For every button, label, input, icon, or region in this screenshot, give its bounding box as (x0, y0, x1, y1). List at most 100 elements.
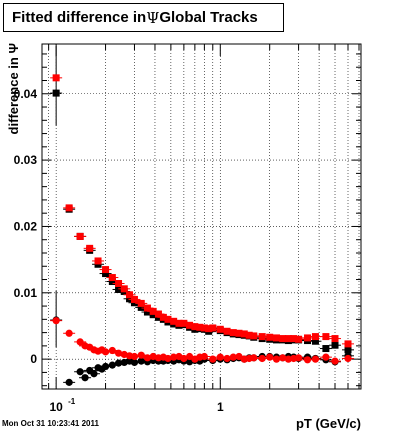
data-point-square (137, 299, 145, 307)
data-point-circle (101, 348, 110, 356)
data-point-circle (311, 355, 320, 363)
y-tick-label: 0.01 (14, 286, 38, 300)
title-prefix: Fitted difference in (12, 9, 147, 26)
data-point-square (344, 346, 352, 354)
data-point-square (143, 304, 151, 312)
data-points (50, 74, 355, 386)
data-point-square (322, 345, 330, 353)
data-point-square (331, 335, 339, 343)
data-point-circle (294, 354, 303, 362)
data-point-square (115, 285, 123, 293)
data-point-square (311, 333, 319, 341)
data-point-square (120, 285, 128, 293)
data-point-circle (209, 355, 217, 363)
data-point-square (170, 317, 178, 325)
data-point-circle (250, 354, 258, 362)
data-point-square (295, 335, 303, 343)
data-point-circle (344, 354, 352, 363)
data-point-square (76, 232, 84, 240)
data-point-square (229, 329, 237, 337)
data-point-circle (137, 351, 145, 359)
tick-labels: 0 0.01 0.02 0.03 0.04 10 -1 1 (14, 87, 224, 414)
y-tick-label: 0.03 (14, 153, 38, 167)
data-point-square (216, 325, 224, 333)
data-point-circle (229, 353, 237, 361)
data-point-circle (52, 317, 60, 325)
x-tick-exponent: -1 (68, 397, 76, 406)
data-point-square (126, 291, 134, 299)
data-point-square (258, 333, 266, 341)
data-point-circle (266, 353, 274, 361)
y-tick-label: 0 (30, 352, 37, 366)
data-point-circle (108, 346, 116, 355)
data-point-circle (284, 355, 292, 363)
data-point-circle (65, 329, 73, 337)
data-point-square (130, 295, 138, 303)
data-point-circle (137, 357, 145, 365)
data-point-square (149, 307, 157, 315)
data-point-square (86, 244, 94, 252)
data-point-square (235, 329, 243, 337)
data-point-square (154, 310, 162, 318)
data-point-square (196, 323, 204, 331)
data-point-square (240, 330, 248, 338)
data-point-circle (76, 338, 84, 346)
data-point-circle (90, 370, 98, 378)
data-point-square (209, 324, 217, 332)
axis-ticks (42, 44, 361, 389)
data-point-square (102, 270, 110, 278)
data-point-circle (130, 352, 139, 361)
data-point-square (115, 280, 123, 288)
data-point-square (94, 257, 102, 265)
x-tick-label: 10 (49, 400, 63, 414)
y-tick-label: 0.04 (14, 87, 38, 101)
data-point-circle (114, 359, 123, 367)
data-point-circle (200, 352, 208, 361)
data-point-square (245, 331, 253, 339)
data-point-square (159, 313, 167, 321)
x-tick-label: 1 (217, 400, 224, 414)
data-point-circle (65, 378, 73, 386)
data-point-circle (258, 354, 266, 363)
data-point-square (108, 278, 116, 286)
data-point-square (102, 266, 110, 274)
data-point-square (205, 325, 213, 333)
data-point-square (108, 274, 116, 282)
data-point-square (272, 334, 280, 342)
data-point-circle (108, 361, 116, 369)
data-point-square (164, 315, 172, 323)
data-point-circle (170, 353, 178, 361)
data-point-circle (216, 353, 224, 361)
timestamp: Mon Oct 31 10:23:41 2011 (2, 419, 99, 428)
psi-symbol: Ψ (146, 8, 160, 27)
data-point-square (250, 332, 258, 340)
data-point-circle (101, 362, 110, 371)
data-point-circle (331, 357, 339, 365)
chart-title: Fitted difference in Ψ Global Tracks (3, 3, 284, 32)
data-point-square (304, 334, 312, 342)
title-suffix: Global Tracks (159, 9, 258, 26)
y-axis-label: difference in Ψ (6, 43, 21, 134)
data-point-square (126, 295, 134, 303)
data-point-square (322, 333, 330, 341)
data-point-square (331, 341, 339, 349)
data-point-square (344, 340, 352, 348)
data-point-circle (272, 355, 281, 363)
data-point-square (180, 319, 188, 327)
data-point-circle (223, 354, 231, 363)
data-point-square (223, 327, 231, 335)
data-point-circle (81, 374, 89, 382)
data-point-square (311, 337, 319, 345)
x-axis-label: pT (GeV/c) (296, 416, 361, 431)
data-point-circle (322, 353, 330, 361)
data-point-square (143, 308, 151, 316)
data-point-circle (76, 368, 84, 376)
data-point-square (186, 321, 194, 329)
data-point-square (200, 324, 208, 332)
data-point-square (290, 335, 298, 343)
plot-frame (41, 43, 362, 390)
data-point-square (266, 333, 274, 341)
data-point-square (137, 303, 145, 311)
data-point-square (52, 89, 60, 97)
